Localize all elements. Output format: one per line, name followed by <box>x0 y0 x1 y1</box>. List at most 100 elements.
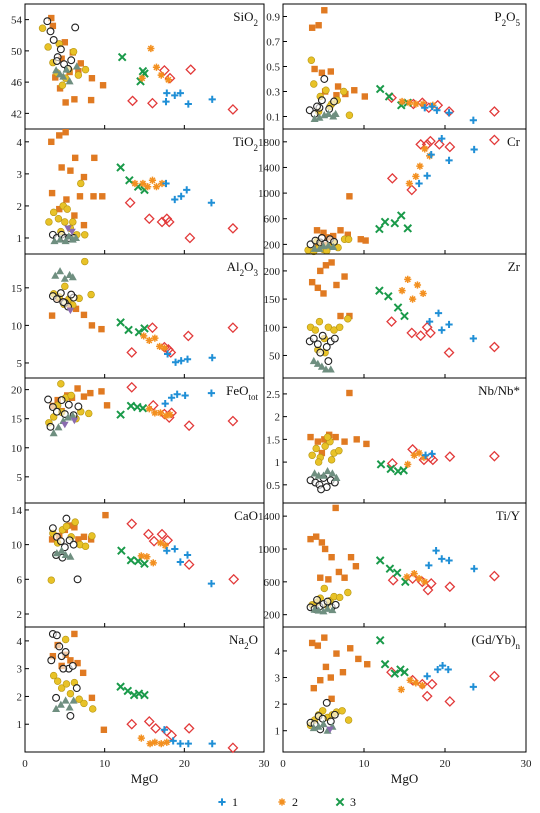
data-point-s3 <box>117 52 127 62</box>
data-point-dm <box>444 141 456 153</box>
data-point-oc <box>52 631 61 640</box>
data-point-s2 <box>421 145 429 153</box>
data-point-s1 <box>421 104 429 112</box>
data-point-sq <box>320 229 327 237</box>
data-point-sq <box>80 311 88 319</box>
data-point-s3 <box>386 464 396 474</box>
data-point-sq <box>346 389 353 397</box>
data-point-s2 <box>418 681 426 690</box>
data-point-sq <box>80 393 88 400</box>
y-tick-label: 4 <box>17 636 23 648</box>
data-point-s1 <box>445 109 453 117</box>
x-tick-label: 10 <box>99 758 111 770</box>
data-point-oc <box>57 396 66 405</box>
data-point-dm <box>124 197 136 209</box>
data-point-s2 <box>405 99 413 107</box>
data-point-oc <box>62 514 71 523</box>
x-axis: 0 10 20 30 MgO 0 10 20 30 MgO <box>22 758 532 786</box>
data-point-yc <box>57 684 66 692</box>
data-point-s2 <box>426 152 434 160</box>
panel-label: Nb/Nb* <box>478 383 520 398</box>
data-point-sq <box>322 663 330 671</box>
y-tick-label: 600 <box>264 577 281 589</box>
data-point-oc <box>61 648 70 656</box>
data-point-s3 <box>140 690 149 700</box>
data-point-s1 <box>444 665 452 674</box>
data-point-sq <box>328 259 335 266</box>
y-tick-label: 14 <box>11 505 23 517</box>
data-point-sq <box>332 504 339 512</box>
data-point-yc <box>89 705 97 713</box>
data-point-dm <box>183 420 195 432</box>
data-point-yc <box>61 635 70 644</box>
data-point-s1 <box>428 102 436 111</box>
data-point-sq <box>71 96 78 103</box>
data-point-sq <box>72 305 80 313</box>
data-point-tr <box>323 604 332 612</box>
panel-label: Al2O3 <box>227 259 259 278</box>
data-point-yc <box>344 588 352 597</box>
data-point-sq <box>335 568 343 576</box>
data-point-s1 <box>162 179 170 188</box>
legend: 1 2 3 <box>218 795 356 809</box>
y-tick-label: 15 <box>11 283 23 295</box>
data-point-tr <box>310 469 319 477</box>
y-tick-label: 42 <box>11 108 22 120</box>
data-point-sq <box>77 60 84 67</box>
data-point-dm <box>126 381 138 393</box>
data-point-sq <box>347 645 354 652</box>
y-tick-label: 2.5 <box>266 389 280 401</box>
data-point-yc <box>340 87 348 96</box>
data-point-sq <box>333 92 340 99</box>
data-point-sq <box>347 553 355 561</box>
y-tick-label: 3 <box>17 169 23 181</box>
y-tick-label: 50 <box>11 46 23 58</box>
x-tick-label: 20 <box>179 758 191 770</box>
data-point-yc <box>66 689 75 698</box>
data-point-dm <box>427 454 439 466</box>
data-point-s1 <box>171 358 180 366</box>
legend-label: 1 <box>232 795 238 809</box>
data-point-tr <box>324 109 333 117</box>
data-point-dm <box>426 678 438 690</box>
data-point-yc <box>67 391 75 400</box>
data-point-tr <box>65 703 74 711</box>
data-point-oc <box>52 57 61 65</box>
panel-tio2: 1 2 3 4 TiO2 <box>17 128 265 255</box>
data-point-tr <box>309 356 318 365</box>
panel-cao: 2 6 10 14 CaO <box>11 502 265 628</box>
data-point-tr <box>64 232 73 240</box>
data-point-tr <box>69 696 78 704</box>
data-point-tr <box>60 274 69 282</box>
data-point-oc <box>56 537 65 546</box>
data-point-s1 <box>163 547 171 555</box>
data-point-s2 <box>147 44 155 53</box>
data-point-yc <box>336 593 344 602</box>
data-point-tr <box>61 550 70 559</box>
data-point-sq <box>62 99 69 106</box>
data-point-sq <box>321 634 328 641</box>
data-point-oc <box>71 23 80 32</box>
data-point-s3 <box>399 465 408 475</box>
data-point-s2 <box>137 552 145 560</box>
x-tick-label: 30 <box>259 758 271 770</box>
data-point-sq <box>327 68 334 75</box>
data-point-sq <box>56 132 63 139</box>
panel-al2o3: 5 10 15 Al2O3 <box>11 253 265 379</box>
data-point-s3 <box>124 325 133 335</box>
data-point-sq <box>48 536 56 543</box>
legend-label: 3 <box>350 795 356 809</box>
data-point-dm <box>150 722 162 734</box>
data-point-sq <box>313 533 320 540</box>
data-point-dm <box>127 95 138 107</box>
data-point-sq <box>346 193 353 200</box>
data-point-yc <box>314 458 323 466</box>
data-point-dm <box>183 722 195 734</box>
data-point-yc <box>318 707 327 715</box>
data-point-s1 <box>423 672 431 680</box>
y-tick-label: 0.7 <box>266 37 280 49</box>
data-point-s3 <box>380 659 390 669</box>
data-point-s3 <box>383 291 393 301</box>
data-point-sq <box>344 231 351 238</box>
data-point-sq <box>71 524 78 531</box>
